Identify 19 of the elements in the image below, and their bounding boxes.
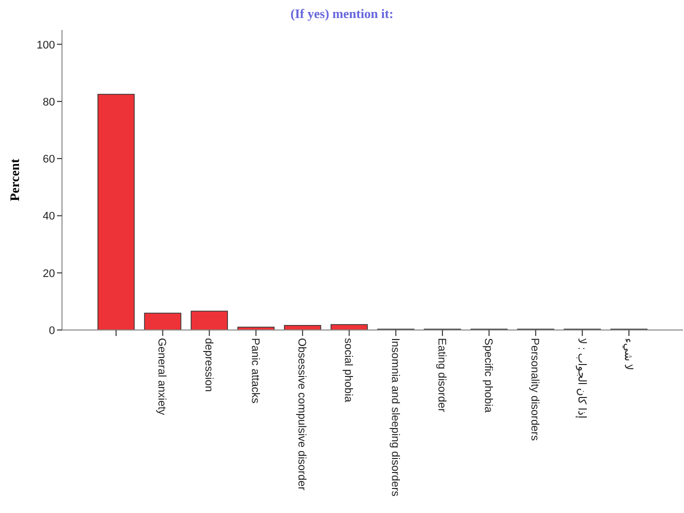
- chart-title: (If yes) mention it:: [290, 6, 394, 21]
- y-tick-label: 60: [42, 154, 55, 166]
- x-tick-label: لا شيء: [622, 338, 634, 370]
- x-tick-label: إذا كان الجواب : لا: [575, 338, 588, 418]
- x-tick-label: Obsessive compulsive disorder: [296, 338, 308, 491]
- y-tick-label: 40: [42, 210, 55, 223]
- x-tick-label: Insomnia and sleeping disorders: [388, 338, 401, 497]
- x-tick-label: General anxiety: [156, 338, 168, 416]
- x-tick-label: Panic attacks: [248, 338, 261, 404]
- y-tick-label: 0: [48, 325, 55, 337]
- y-tick-label: 100: [36, 39, 55, 52]
- y-tick-label: 20: [42, 268, 55, 280]
- x-tick-label: social phobia: [342, 338, 354, 404]
- x-tick-label: Eating disorder: [435, 338, 448, 412]
- x-tick-label: Specific phobia: [482, 338, 494, 414]
- y-axis-title: Percent: [7, 158, 22, 202]
- y-tick-label: 80: [42, 96, 55, 108]
- x-tick-label: depression: [202, 338, 214, 392]
- x-tick-label: Personality disorders: [528, 338, 541, 442]
